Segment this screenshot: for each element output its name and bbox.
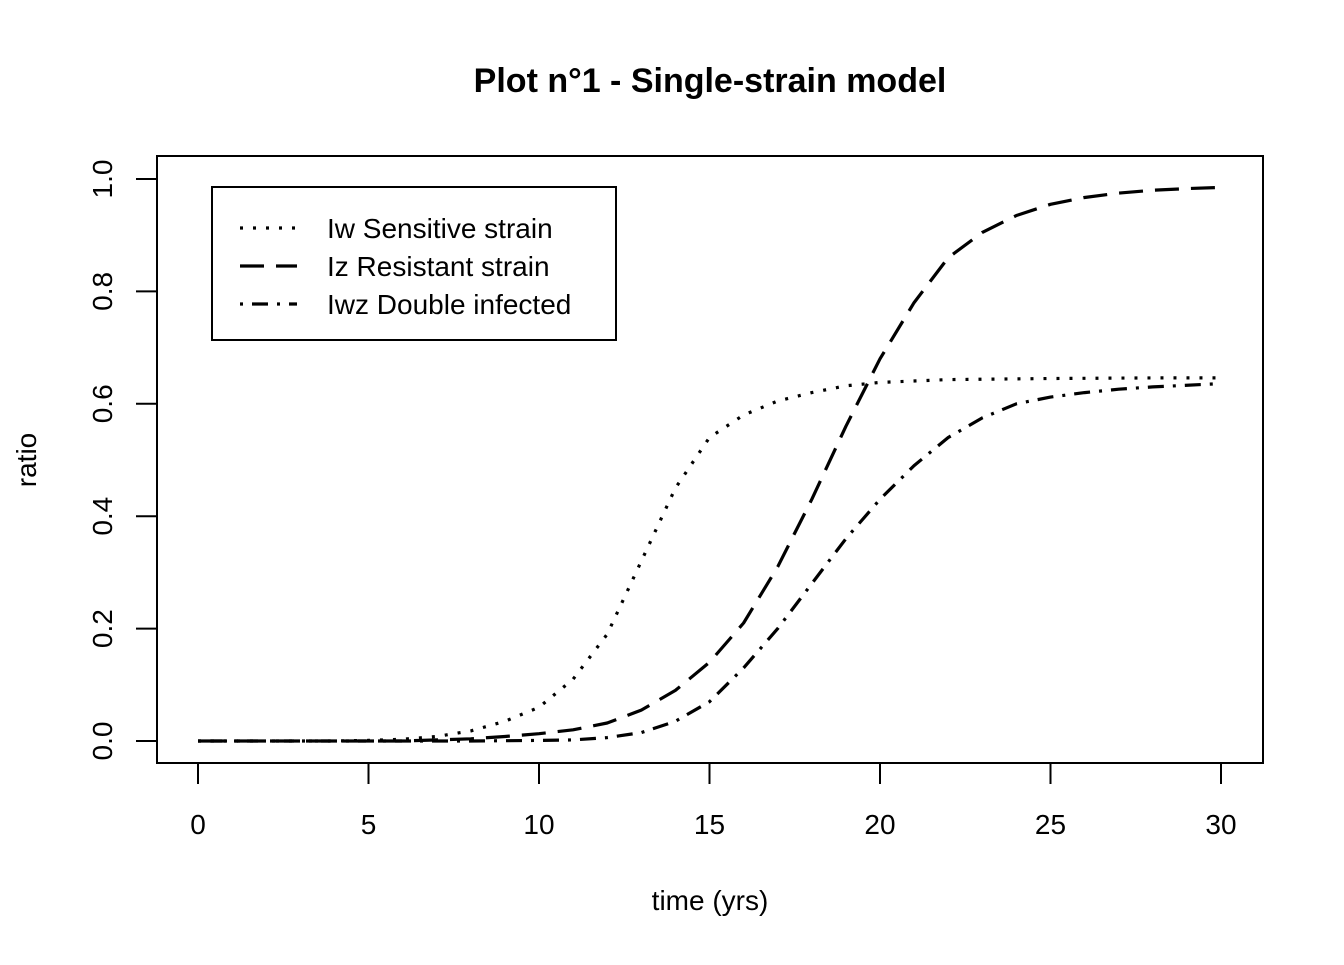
x-tick-label: 20: [864, 809, 895, 840]
x-axis-label: time (yrs): [652, 885, 769, 916]
y-tick-label: 0.8: [87, 272, 118, 311]
y-tick-label: 0.0: [87, 722, 118, 761]
y-tick-label: 1.0: [87, 160, 118, 199]
x-tick-label: 10: [523, 809, 554, 840]
y-axis: 0.0 0.2 0.4 0.6 0.8 1.0: [87, 160, 158, 761]
x-tick-label: 0: [190, 809, 206, 840]
x-tick-label: 25: [1035, 809, 1066, 840]
legend-box: [211, 186, 617, 341]
y-axis-label: ratio: [11, 433, 42, 487]
y-tick-label: 0.2: [87, 609, 118, 648]
chart-title: Plot n°1 - Single-strain model: [474, 62, 947, 100]
y-tick-label: 0.6: [87, 384, 118, 423]
x-tick-label: 30: [1205, 809, 1236, 840]
series-line: [198, 382, 1222, 743]
legend: Iw Sensitive strain Iz Resistant strain Iw…: [211, 186, 617, 341]
x-tick-label: 5: [361, 809, 377, 840]
x-axis: 0 5 10 15 20 25 30: [190, 762, 1237, 840]
series-line: [198, 185, 1222, 743]
legend-label: Iw Sensitive strain: [327, 213, 553, 244]
legend-label: Iz Resistant strain: [327, 251, 550, 282]
legend-label: Iwz Double infected: [327, 289, 571, 320]
y-tick-label: 0.4: [87, 497, 118, 536]
x-tick-label: 15: [694, 809, 725, 840]
series-line: [198, 376, 1221, 743]
series-layer: [198, 185, 1222, 743]
